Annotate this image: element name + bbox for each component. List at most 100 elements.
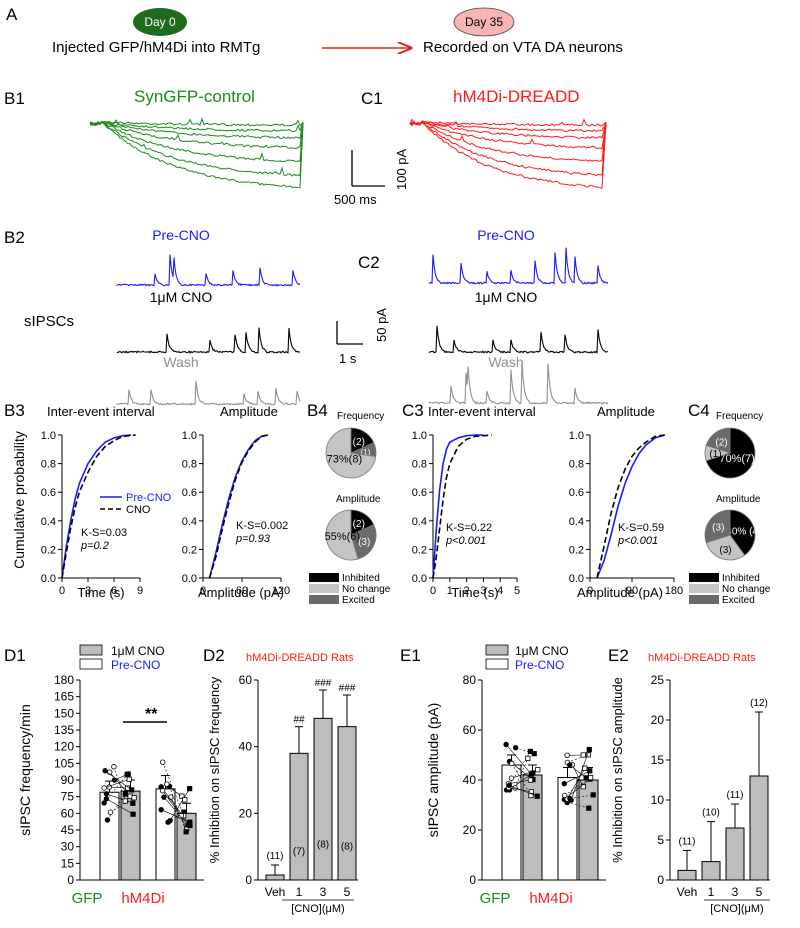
b2-sipsc-traces (116, 254, 301, 406)
x-tick-label: 3 (85, 585, 91, 597)
panel-label-c1: C1 (361, 89, 383, 108)
x-tick-label: 0 (200, 585, 206, 597)
data-point (590, 792, 596, 798)
data-point (564, 752, 570, 759)
data-point (586, 805, 592, 811)
d1-legend-pre-swatch (79, 658, 103, 670)
n-label: (12) (750, 698, 768, 709)
x-tick-label: 60 (236, 585, 248, 597)
c2-cno-label: 1μM CNO (475, 289, 538, 305)
pie-slice-excited (350, 524, 377, 560)
data-point (183, 829, 189, 835)
paired-line (110, 797, 135, 813)
sipsc-trace (428, 361, 609, 405)
panel-a: A Day 0 Day 35 Injected GFP/hM4Di into R… (6, 5, 623, 56)
y-tick-label: 75 (61, 790, 75, 804)
data-point (126, 776, 132, 782)
legend-nochange: No change (342, 584, 391, 595)
pie-label: 70%(7) (719, 453, 754, 465)
b3-right-xlabel: Amplitude (pA) (198, 585, 284, 600)
paired-line (161, 809, 191, 823)
paired-line (162, 790, 182, 817)
pie-slice-inhibited (729, 509, 756, 556)
d1-ylabel: sIPSC frequency/min (17, 704, 33, 836)
paired-line (167, 811, 185, 823)
current-trace (89, 117, 304, 127)
data-point (111, 764, 117, 770)
data-point (107, 809, 114, 815)
x-tick-label: 90 (626, 585, 638, 597)
panel-b1-c1: B1 SynGFP-control C1 hM4Di-DREADD 500 ms… (4, 87, 607, 207)
e2-xsub: [CNO](μM) (710, 903, 763, 915)
x-tick-label: 5 (756, 885, 763, 899)
y-tick-label: 120 (54, 740, 74, 754)
data-point (508, 775, 515, 781)
bar (313, 717, 333, 881)
c3-right-xlabel: Amplitude (pA) (577, 585, 663, 600)
x-tick-label: 1 (708, 885, 715, 899)
data-point (131, 795, 137, 801)
b4-amp-title: Amplitude (336, 494, 381, 505)
d1-legend-cno-swatch (79, 644, 103, 656)
legend-nochange: No change (722, 584, 771, 595)
y-tick-label: 0.6 (569, 487, 584, 499)
sipsc-row-label: sIPSCs (24, 313, 74, 330)
panel-d-e: D1 sIPSC frequency/min GFP hM4Di 1μM CNO… (4, 644, 770, 915)
b3-right-p: p=0.93 (235, 533, 271, 545)
e1-xlabel-gfp: GFP (480, 890, 511, 907)
day35-pill (453, 7, 515, 37)
e1-legend-cno-swatch (485, 644, 509, 656)
bar (701, 861, 721, 881)
current-trace (89, 120, 304, 189)
d1-significance: ** (145, 706, 158, 723)
x-tick-label: 4 (497, 585, 503, 597)
y-tick-label: 0.6 (182, 487, 197, 499)
paired-line (163, 796, 189, 826)
data-point (167, 817, 173, 824)
c4-amp-title: Amplitude (716, 494, 761, 505)
d2-ylabel: % Inhibition on sIPSC frequency (207, 676, 222, 863)
pre-cno-curve (596, 434, 665, 579)
paired-line (564, 770, 590, 784)
y-tick-label: 165 (54, 690, 74, 704)
d2-xsub: [CNO](μM) (291, 903, 344, 915)
y-tick-label: 30 (61, 840, 75, 854)
data-point (561, 780, 567, 787)
scale1-time: 500 ms (334, 192, 377, 207)
data-point (580, 784, 586, 790)
panel-label-c4: C4 (688, 401, 710, 420)
data-point (587, 774, 594, 781)
pie-slice-excited (705, 427, 731, 454)
scale2-time: 1 s (339, 351, 357, 366)
data-point (102, 768, 108, 774)
scale1-current: 100 pA (394, 148, 409, 190)
sipsc-trace (116, 254, 301, 287)
bar (725, 827, 745, 881)
data-point (580, 752, 586, 758)
paired-line (505, 744, 532, 775)
y-tick-label: 0.4 (182, 516, 197, 528)
e1-ylabel: sIPSC amplitude (pA) (425, 703, 441, 838)
data-point (562, 792, 568, 799)
data-point (179, 793, 185, 799)
y-tick-label: 0.4 (569, 516, 584, 528)
d1-xlabel-hm4di: hM4Di (121, 890, 164, 907)
data-point (101, 800, 107, 806)
c3-left-p: p<0.001 (445, 535, 486, 547)
y-tick-label: 0.4 (41, 516, 56, 528)
data-point (164, 781, 170, 787)
paired-line (106, 793, 133, 804)
sig-label: ### (315, 678, 332, 689)
d1-xlabel-gfp: GFP (72, 890, 103, 907)
pie-label: (2) (715, 437, 727, 448)
paired-line (514, 758, 529, 789)
data-point (103, 791, 110, 797)
pre-cno-curve (208, 434, 269, 579)
c4-freq-title: Frequency (716, 411, 763, 422)
syngfp-title: SynGFP-control (134, 87, 255, 106)
data-point (512, 744, 519, 751)
e2-ylabel: % Inhibition on sIPSC amplitude (610, 677, 625, 863)
d1-legend-cno: 1μM CNO (111, 644, 165, 658)
data-point (122, 798, 128, 804)
pie-slice-no-change (325, 509, 359, 561)
